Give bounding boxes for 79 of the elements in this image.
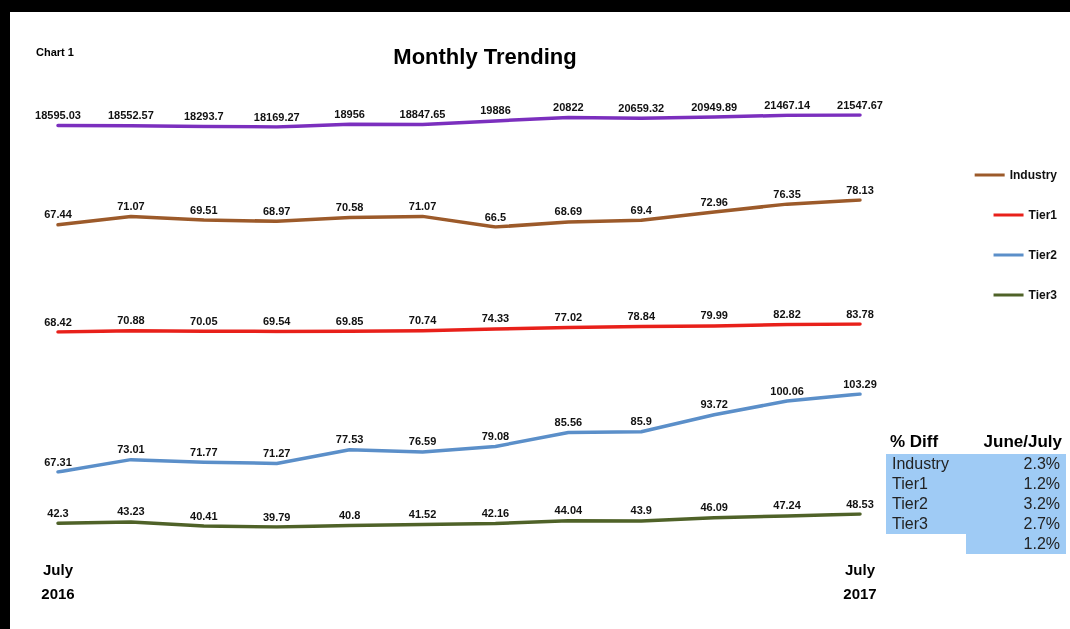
data-label: 71.27 [262,446,291,459]
legend-label: Tier3 [1028,288,1058,302]
data-label: 47.24 [773,499,802,512]
category-label: Industry [886,454,966,474]
data-label: 82.82 [773,308,801,320]
legend-label: Industry [1009,168,1058,182]
data-label: 72.96 [700,195,728,208]
category-label: Tier3 [886,514,966,534]
text: 2.3% [1023,455,1060,472]
data-label: 48.53 [846,497,874,510]
data-label: 46.09 [700,501,728,514]
data-label: 71.07 [408,199,437,212]
data-label: 18552.57 [107,109,154,122]
data-label: 78.84 [627,310,656,323]
x-tick-label: July 2016 [41,560,75,602]
data-label: 68.42 [44,315,72,328]
data-label: 41.52 [408,507,437,520]
data-label: 77.02 [554,311,583,324]
data-label: 19886 [480,104,511,117]
data-label: 43.23 [117,505,145,518]
x-tick-label: July 2017 [843,560,877,602]
data-label: 44.04 [554,504,584,517]
data-label: 20659.32 [618,101,665,114]
data-label: 71.77 [190,445,218,458]
data-label: 18956 [334,107,365,120]
data-label: 76.59 [408,435,437,448]
data-label: 70.74 [408,314,438,327]
data-label: 79.99 [700,309,728,322]
data-label: 18293.7 [183,110,224,123]
data-label: 69.54 [262,314,292,327]
data-label: 69.85 [335,314,364,327]
data-label: 67.44 [44,208,73,221]
data-label: 76.35 [773,187,801,200]
data-label: 42.3 [47,506,69,519]
data-label: 20949.89 [691,100,738,113]
data-label: 85.56 [554,415,583,428]
data-label: 79.08 [481,429,510,442]
data-label: 69.51 [190,203,218,216]
text: 1.2% [1023,475,1060,492]
data-label: 18847.65 [399,108,446,121]
data-label: 68.69 [554,205,583,218]
data-label: 43.9 [630,504,652,517]
data-label: 100.06 [770,384,804,397]
data-label: 70.58 [335,201,364,214]
data-label: 85.9 [630,415,652,428]
data-label: 21547.67 [837,98,883,111]
legend-label: Tier2 [1028,248,1058,262]
data-label: 18169.27 [253,110,300,123]
caption: Chart 1 [36,46,74,58]
data-label: 103.29 [843,377,877,390]
data-label: 77.53 [335,433,364,446]
data-label: 69.4 [630,203,653,216]
data-label: 93.72 [700,398,728,411]
data-label: 68.97 [262,204,291,217]
text: 1.2% [1023,535,1060,552]
data-label: 70.88 [117,314,145,327]
data-label: 40.41 [190,509,218,522]
text: 2.7% [1023,515,1060,532]
data-label: 67.31 [44,455,72,468]
chart-title: Monthly Trending [393,43,577,69]
data-label: 66.5 [484,210,507,223]
data-label: 39.79 [262,510,291,523]
data-label: 73.01 [117,443,145,456]
data-label: 42.16 [481,506,510,519]
data-label: 83.78 [846,307,874,320]
text: 3.2% [1023,495,1060,512]
data-label: 74.33 [481,312,510,325]
data-label: 21467.14 [764,98,811,111]
category-label: Tier2 [886,494,966,514]
text: June/July [982,431,1063,453]
data-label: 20822 [553,101,584,114]
legend-label: Tier1 [1028,208,1058,222]
text: % Diff [889,431,940,453]
data-label: 70.05 [190,314,218,327]
data-label: 78.13 [846,183,874,196]
data-label: 18595.03 [35,108,81,121]
category-label: Tier1 [886,474,966,494]
data-label: 40.8 [338,509,361,521]
data-label: 71.07 [117,199,145,212]
